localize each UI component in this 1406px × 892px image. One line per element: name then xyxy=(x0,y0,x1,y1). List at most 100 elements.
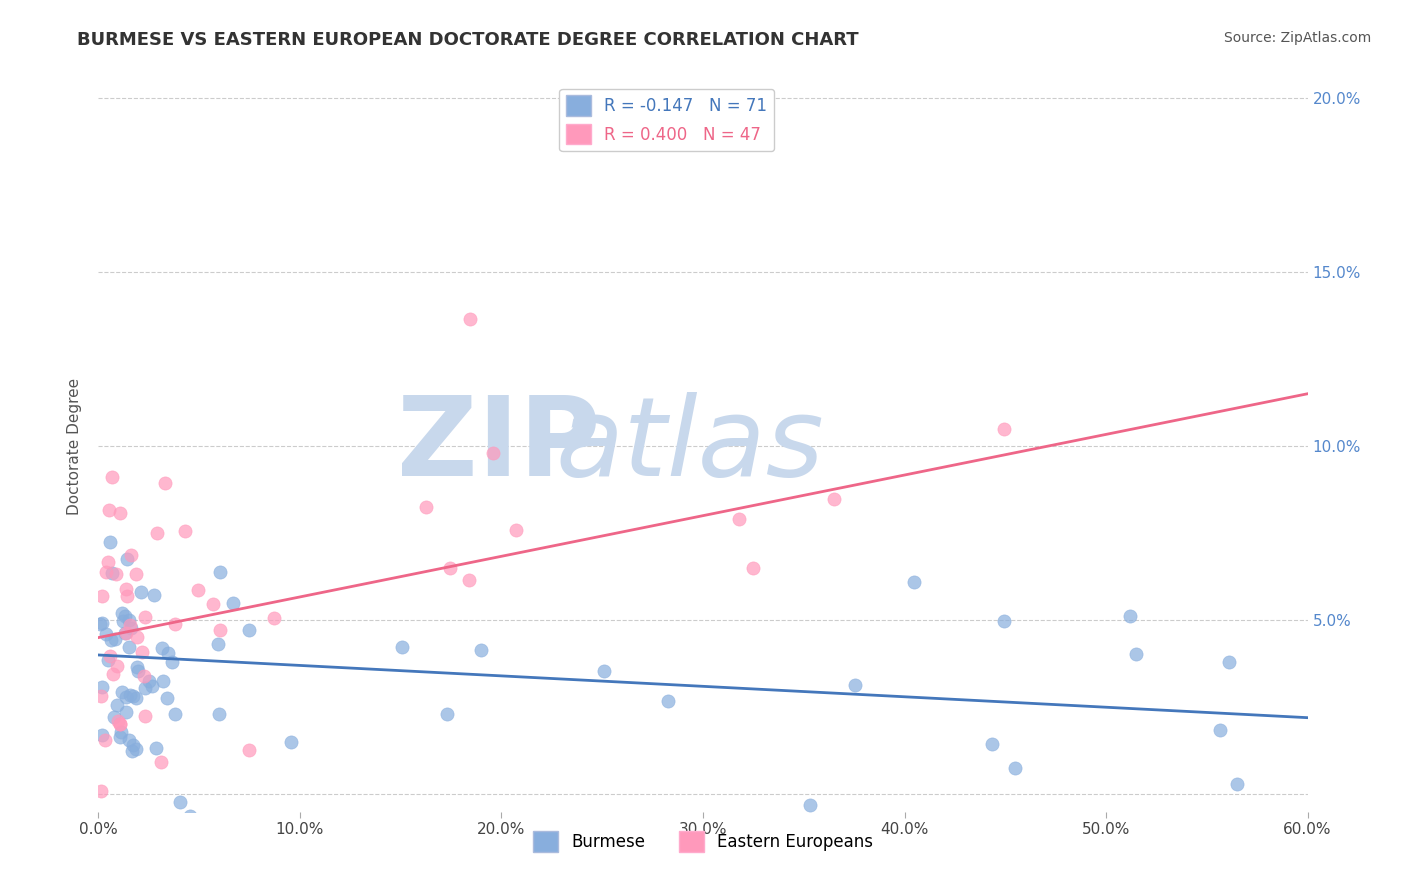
Point xyxy=(105,658,128,673)
Point xyxy=(993,422,1015,436)
Point xyxy=(101,469,124,483)
Point xyxy=(94,627,117,641)
Point xyxy=(98,535,121,549)
Point xyxy=(120,548,142,562)
Point xyxy=(91,680,114,694)
Point xyxy=(118,640,141,655)
Point xyxy=(110,717,132,731)
Text: atlas: atlas xyxy=(555,392,824,500)
Point xyxy=(120,621,142,635)
Point xyxy=(110,725,132,739)
Point xyxy=(163,617,186,632)
Point xyxy=(91,728,114,742)
Point xyxy=(391,640,413,654)
Point xyxy=(125,567,148,582)
Point xyxy=(120,689,142,703)
Point xyxy=(482,445,505,459)
Point xyxy=(505,524,527,538)
Point xyxy=(187,583,209,598)
Point xyxy=(141,680,163,694)
Point xyxy=(143,588,166,602)
Text: ZIP: ZIP xyxy=(396,392,600,500)
Point xyxy=(90,784,112,798)
Point xyxy=(100,633,122,648)
Point xyxy=(121,743,143,757)
Point xyxy=(134,681,156,695)
Point xyxy=(114,582,136,597)
Point xyxy=(415,500,437,515)
Point xyxy=(132,669,155,683)
Text: Source: ZipAtlas.com: Source: ZipAtlas.com xyxy=(1223,31,1371,45)
Point xyxy=(1125,647,1147,661)
Point xyxy=(134,708,156,723)
Point xyxy=(90,590,112,604)
Point xyxy=(110,730,132,744)
Point xyxy=(115,589,138,603)
Point xyxy=(208,623,231,637)
Point xyxy=(103,709,125,723)
Point xyxy=(111,606,134,620)
Point xyxy=(111,685,134,699)
Point xyxy=(90,615,112,630)
Point xyxy=(108,717,131,731)
Point xyxy=(458,312,481,326)
Point xyxy=(208,707,231,722)
Point xyxy=(118,613,141,627)
Point xyxy=(201,597,224,611)
Point xyxy=(111,614,134,628)
Point xyxy=(436,707,458,722)
Point xyxy=(470,643,492,657)
Point xyxy=(115,690,138,704)
Point xyxy=(903,574,925,589)
Point xyxy=(1226,777,1249,791)
Point xyxy=(125,691,148,706)
Point xyxy=(823,492,845,507)
Point xyxy=(127,659,149,673)
Point xyxy=(138,673,160,688)
Point xyxy=(457,573,479,587)
Point xyxy=(89,617,111,632)
Point xyxy=(1004,761,1026,775)
Point xyxy=(90,690,112,704)
Point xyxy=(208,565,231,579)
Point xyxy=(157,646,180,660)
Point xyxy=(155,690,177,705)
Point xyxy=(134,610,156,624)
Point xyxy=(98,503,121,517)
Point xyxy=(169,795,191,809)
Point xyxy=(179,809,201,823)
Point xyxy=(107,714,129,729)
Point xyxy=(152,674,174,689)
Point xyxy=(439,560,461,574)
Point xyxy=(122,738,145,752)
Point xyxy=(263,611,285,625)
Point xyxy=(114,608,136,623)
Point xyxy=(97,653,120,667)
Point xyxy=(104,824,127,838)
Point xyxy=(993,614,1015,628)
Point xyxy=(280,735,302,749)
Point xyxy=(657,694,679,708)
Point xyxy=(728,511,751,525)
Point xyxy=(844,678,866,692)
Y-axis label: Doctorate Degree: Doctorate Degree xyxy=(67,377,83,515)
Point xyxy=(152,640,174,655)
Point xyxy=(1218,656,1240,670)
Point xyxy=(118,732,141,747)
Point xyxy=(107,698,129,712)
Point xyxy=(146,526,169,541)
Point xyxy=(741,560,763,574)
Point xyxy=(117,551,139,566)
Point xyxy=(104,567,127,582)
Point xyxy=(1208,723,1230,737)
Point xyxy=(122,689,145,703)
Point xyxy=(97,555,120,569)
Point xyxy=(94,565,117,579)
Point xyxy=(131,645,153,659)
Point xyxy=(153,475,176,490)
Point xyxy=(1119,608,1142,623)
Point xyxy=(101,666,124,681)
Point xyxy=(94,733,117,747)
Point xyxy=(173,524,195,538)
Point xyxy=(115,705,138,719)
